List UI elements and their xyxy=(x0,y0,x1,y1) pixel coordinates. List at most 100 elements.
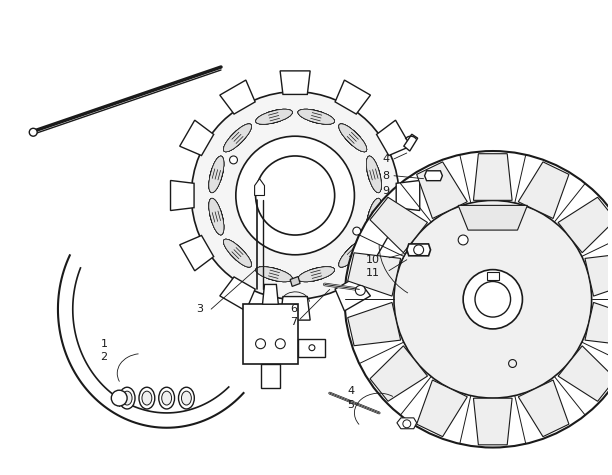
Polygon shape xyxy=(417,380,468,437)
Ellipse shape xyxy=(339,239,367,267)
Ellipse shape xyxy=(223,124,252,152)
Ellipse shape xyxy=(223,124,252,152)
Ellipse shape xyxy=(367,156,381,193)
Ellipse shape xyxy=(367,198,381,235)
Ellipse shape xyxy=(339,124,367,152)
Ellipse shape xyxy=(209,156,224,193)
Ellipse shape xyxy=(298,109,335,124)
Circle shape xyxy=(403,420,411,428)
Ellipse shape xyxy=(209,198,224,235)
Ellipse shape xyxy=(223,124,252,152)
Ellipse shape xyxy=(298,109,335,124)
Polygon shape xyxy=(263,285,278,304)
Circle shape xyxy=(111,390,127,406)
Polygon shape xyxy=(518,380,569,437)
Polygon shape xyxy=(335,80,370,114)
Text: 7: 7 xyxy=(290,317,297,327)
Ellipse shape xyxy=(339,124,367,152)
Circle shape xyxy=(475,282,510,317)
Polygon shape xyxy=(171,180,194,210)
Ellipse shape xyxy=(339,124,367,152)
Polygon shape xyxy=(474,398,512,445)
Ellipse shape xyxy=(256,267,293,282)
Polygon shape xyxy=(404,134,417,151)
Polygon shape xyxy=(585,253,612,296)
Polygon shape xyxy=(290,276,300,286)
Text: 9: 9 xyxy=(382,186,389,196)
Text: 5: 5 xyxy=(348,400,354,410)
Circle shape xyxy=(256,339,266,349)
Ellipse shape xyxy=(122,391,132,405)
Polygon shape xyxy=(280,71,310,95)
Ellipse shape xyxy=(223,239,252,267)
Ellipse shape xyxy=(367,198,381,235)
Ellipse shape xyxy=(209,198,224,235)
Ellipse shape xyxy=(162,391,171,405)
Text: 11: 11 xyxy=(367,267,380,277)
Polygon shape xyxy=(348,253,401,296)
Ellipse shape xyxy=(256,109,293,124)
Text: 2: 2 xyxy=(100,352,108,361)
Text: 4: 4 xyxy=(348,386,354,396)
Ellipse shape xyxy=(139,387,155,409)
Polygon shape xyxy=(417,162,468,219)
Polygon shape xyxy=(474,154,512,200)
Ellipse shape xyxy=(256,267,293,282)
Ellipse shape xyxy=(223,239,252,267)
Ellipse shape xyxy=(298,267,335,282)
Circle shape xyxy=(458,235,468,245)
Polygon shape xyxy=(220,277,255,311)
Ellipse shape xyxy=(298,109,335,124)
Polygon shape xyxy=(487,272,499,279)
Ellipse shape xyxy=(209,198,224,235)
Ellipse shape xyxy=(339,124,367,152)
Polygon shape xyxy=(396,180,420,210)
Circle shape xyxy=(236,136,354,255)
Polygon shape xyxy=(376,120,411,155)
Polygon shape xyxy=(407,244,430,256)
Ellipse shape xyxy=(339,124,367,152)
Circle shape xyxy=(256,156,335,235)
Ellipse shape xyxy=(209,156,224,193)
Circle shape xyxy=(414,245,424,255)
Circle shape xyxy=(29,128,37,136)
Ellipse shape xyxy=(159,387,174,409)
Ellipse shape xyxy=(223,124,252,152)
Ellipse shape xyxy=(256,109,293,124)
Ellipse shape xyxy=(367,156,381,193)
Ellipse shape xyxy=(339,239,367,267)
Ellipse shape xyxy=(298,109,335,124)
Circle shape xyxy=(309,345,315,351)
Ellipse shape xyxy=(142,391,152,405)
Ellipse shape xyxy=(256,267,293,282)
Polygon shape xyxy=(335,277,370,311)
Circle shape xyxy=(356,285,365,295)
Polygon shape xyxy=(376,236,411,271)
Ellipse shape xyxy=(182,391,192,405)
Ellipse shape xyxy=(223,124,252,152)
Ellipse shape xyxy=(223,239,252,267)
Polygon shape xyxy=(370,346,428,401)
Polygon shape xyxy=(558,346,612,401)
Ellipse shape xyxy=(209,156,224,193)
Circle shape xyxy=(394,200,592,398)
Text: 4: 4 xyxy=(382,154,389,164)
Ellipse shape xyxy=(209,156,224,193)
Ellipse shape xyxy=(298,267,335,282)
Text: 6: 6 xyxy=(290,304,297,314)
Ellipse shape xyxy=(179,387,195,409)
Polygon shape xyxy=(243,304,298,363)
Ellipse shape xyxy=(339,239,367,267)
Polygon shape xyxy=(280,296,310,320)
Polygon shape xyxy=(425,171,442,180)
Polygon shape xyxy=(585,303,612,346)
Circle shape xyxy=(463,270,523,329)
Ellipse shape xyxy=(209,156,224,193)
Text: 1: 1 xyxy=(100,339,108,349)
Polygon shape xyxy=(261,363,280,388)
Ellipse shape xyxy=(256,109,293,124)
Circle shape xyxy=(345,151,612,447)
Polygon shape xyxy=(397,418,417,429)
Polygon shape xyxy=(180,236,214,271)
Ellipse shape xyxy=(223,239,252,267)
